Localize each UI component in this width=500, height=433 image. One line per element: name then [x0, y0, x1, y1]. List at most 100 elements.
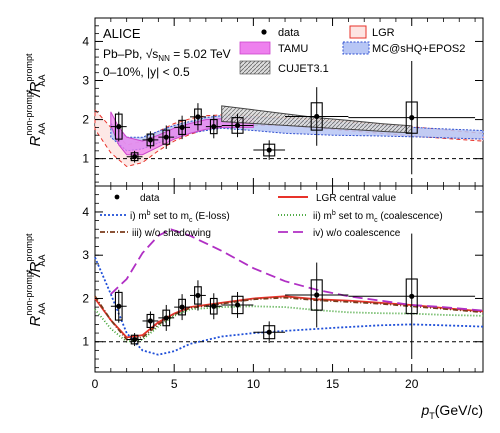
legend2-i-sub-b: b [147, 210, 151, 217]
data-marker [131, 336, 138, 343]
legend-data-label: data [278, 27, 300, 39]
x-tick-label: 0 [92, 377, 99, 391]
bottom-x-ticks: 0 5 10 15 20 [92, 186, 476, 391]
data-marker [234, 122, 241, 129]
legend2-i-pre: i) m [130, 211, 147, 222]
data-marker [163, 134, 169, 140]
legend-mc-swatch [342, 41, 370, 55]
data-marker [163, 315, 169, 321]
syst-box [146, 313, 155, 328]
x-axis-label: pT(GeV/c) [420, 402, 483, 421]
x-tick-label: 5 [171, 377, 178, 391]
legend2-ii-label: ii) mb set to mc (coalescence) [313, 210, 443, 224]
x-axis-unit: (GeV/c) [435, 402, 483, 418]
experiment-label: ALICE [103, 26, 141, 41]
syst-box [209, 297, 218, 315]
data-marker [179, 304, 185, 310]
bottom-legend: data LGR central value i) mb set to mc (… [100, 193, 443, 239]
data-marker [179, 124, 185, 130]
data-point [253, 140, 286, 160]
syst-box [162, 309, 171, 327]
y-tick-label: 4 [82, 34, 89, 48]
data-point [205, 293, 222, 320]
data-point [190, 280, 206, 311]
data-marker [266, 147, 272, 153]
data-marker [409, 293, 415, 299]
data-point [221, 291, 254, 318]
bottom-panel-frame [94, 185, 484, 373]
bottom-y-axis-label: Rnon-prompt AA/Rprompt AA [24, 233, 47, 326]
syst-box [263, 325, 276, 340]
data-point [221, 113, 254, 138]
centrality-label: 0–10%, |y| < 0.5 [103, 65, 190, 79]
legend-cujet-label: CUJET3.1 [278, 63, 329, 75]
syst-box [130, 334, 139, 345]
legend2-ii-sub-b: b [332, 210, 336, 217]
data-marker [147, 137, 154, 143]
bottom-y-axis-text: Rnon-prompt AA/Rprompt AA [24, 233, 47, 326]
top-panel-models [94, 105, 484, 168]
legend2-ii-post: (coalescence) [378, 211, 443, 222]
data-marker [211, 303, 217, 309]
x-axis-sub: T [429, 411, 435, 421]
bot-y-sup2: prompt [24, 233, 34, 262]
data-point [126, 333, 143, 347]
x-tick-label: 20 [405, 377, 419, 391]
y-tick-label: 2 [82, 291, 89, 305]
data-marker [147, 318, 154, 324]
syst-box [263, 143, 276, 157]
syst-box [310, 102, 323, 131]
top-y-sup2: prompt [24, 53, 34, 82]
series-ii [94, 305, 484, 343]
system-text: Pb–Pb, √s [103, 47, 158, 61]
data-point [285, 262, 349, 328]
top-y-axis-label: Rnon-prompt AA/Rprompt AA [24, 53, 47, 146]
syst-box [209, 119, 218, 135]
data-marker [266, 329, 272, 335]
legend2-data-label: data [140, 193, 160, 204]
legend2-iii-label: iii) w/o shadowing [132, 228, 211, 239]
data-marker [116, 303, 122, 309]
legend-lgr-label: LGR [372, 27, 395, 39]
y-tick-label: 1 [82, 152, 89, 166]
legend2-data-marker [114, 194, 120, 200]
legend-lgr-swatch [349, 25, 367, 39]
syst-box [146, 133, 155, 147]
y-tick-label: 2 [82, 113, 89, 127]
syst-box [114, 113, 123, 140]
legend2-i-label: i) mb set to mc (E-loss) [130, 210, 230, 224]
bot-y-sub1: AA [37, 303, 47, 315]
data-marker [131, 154, 138, 160]
data-marker [195, 114, 201, 120]
data-point [174, 115, 191, 140]
data-point [110, 111, 127, 142]
top-y-r2: R [27, 81, 44, 92]
top-y-axis-text: Rnon-prompt AA/Rprompt AA [24, 53, 47, 146]
syst-box [231, 117, 244, 134]
top-legend: data LGR TAMU MC@sHQ+EPOS2 CUJET3.1 [239, 25, 465, 75]
system-subscript: NN [158, 54, 170, 63]
top-panel-data [110, 60, 476, 175]
syst-box [231, 295, 244, 315]
syst-box [162, 129, 171, 145]
legend2-iv-label: iv) w/o coalescence [313, 228, 401, 239]
y-tick-label: 1 [82, 335, 89, 349]
data-point [285, 87, 349, 146]
legend-cujet-swatch [239, 60, 271, 75]
data-marker [195, 292, 201, 299]
data-point [205, 114, 222, 139]
legend-tamu-label: TAMU [278, 43, 308, 55]
data-point [348, 60, 476, 175]
y-tick-label: 4 [82, 205, 89, 219]
data-point [190, 103, 206, 131]
series-i [94, 257, 484, 356]
legend2-ii-mid: set to m [336, 211, 374, 222]
legend-tamu-swatch [239, 41, 271, 55]
data-point [174, 294, 191, 321]
legend2-ii-sub-c: c [374, 217, 378, 224]
syst-box [194, 286, 202, 305]
data-point [253, 321, 286, 344]
data-point [348, 233, 476, 360]
legend2-i-mid: set to m [151, 211, 189, 222]
